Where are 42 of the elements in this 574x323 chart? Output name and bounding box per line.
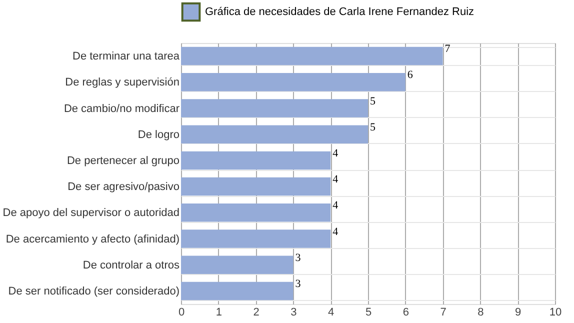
bar [181, 177, 331, 196]
x-tick-label: 3 [290, 306, 297, 318]
bar [181, 73, 406, 92]
y-tick-label: De pertenecer al grupo [66, 154, 180, 167]
data-label: 5 [370, 95, 376, 108]
data-label: 7 [444, 43, 451, 56]
y-tick-label: De controlar a otros [82, 259, 180, 272]
data-label: 4 [332, 200, 339, 212]
x-tick-label: 9 [515, 306, 522, 318]
bar [181, 256, 294, 274]
x-tick-label: 5 [365, 306, 372, 318]
y-tick-label: De terminar una tarea [72, 50, 180, 63]
y-tick-label: De acercamiento y afecto (afinidad) [6, 233, 180, 246]
bar [181, 204, 331, 222]
data-label: 4 [332, 226, 339, 238]
y-tick-label: De ser notificado (ser considerado) [8, 285, 180, 298]
data-label: 6 [407, 69, 414, 82]
y-tick-label: De logro [138, 128, 180, 141]
data-label: 3 [295, 252, 302, 264]
data-label: 3 [295, 278, 302, 290]
x-tick-label: 1 [216, 306, 222, 318]
data-label: 5 [370, 121, 376, 134]
x-tick-label: 2 [253, 306, 260, 318]
y-tick-label: De ser agresivo/pasivo [68, 181, 180, 194]
x-tick-label: 0 [178, 306, 185, 318]
y-tick-label: De reglas y supervisión [65, 76, 180, 89]
x-tick-label: 6 [402, 306, 409, 318]
y-tick-label: De cambio/no modificar [64, 102, 180, 115]
x-tick-label: 7 [440, 306, 446, 318]
bar [181, 99, 368, 118]
bar [181, 125, 368, 144]
bar [181, 282, 294, 300]
x-tick-label: 8 [478, 306, 484, 318]
legend-label: Gráfica de necesidades de Carla Irene Fernandez Ruiz [205, 6, 474, 18]
x-tick-label: 10 [549, 306, 562, 318]
bar [181, 151, 331, 170]
y-tick-label: De apoyo del supervisor o autoridad [2, 207, 180, 220]
data-label: 4 [332, 147, 339, 160]
bar [181, 230, 331, 248]
x-tick-label: 4 [328, 306, 334, 318]
bar [181, 46, 443, 66]
data-label: 4 [332, 174, 339, 186]
